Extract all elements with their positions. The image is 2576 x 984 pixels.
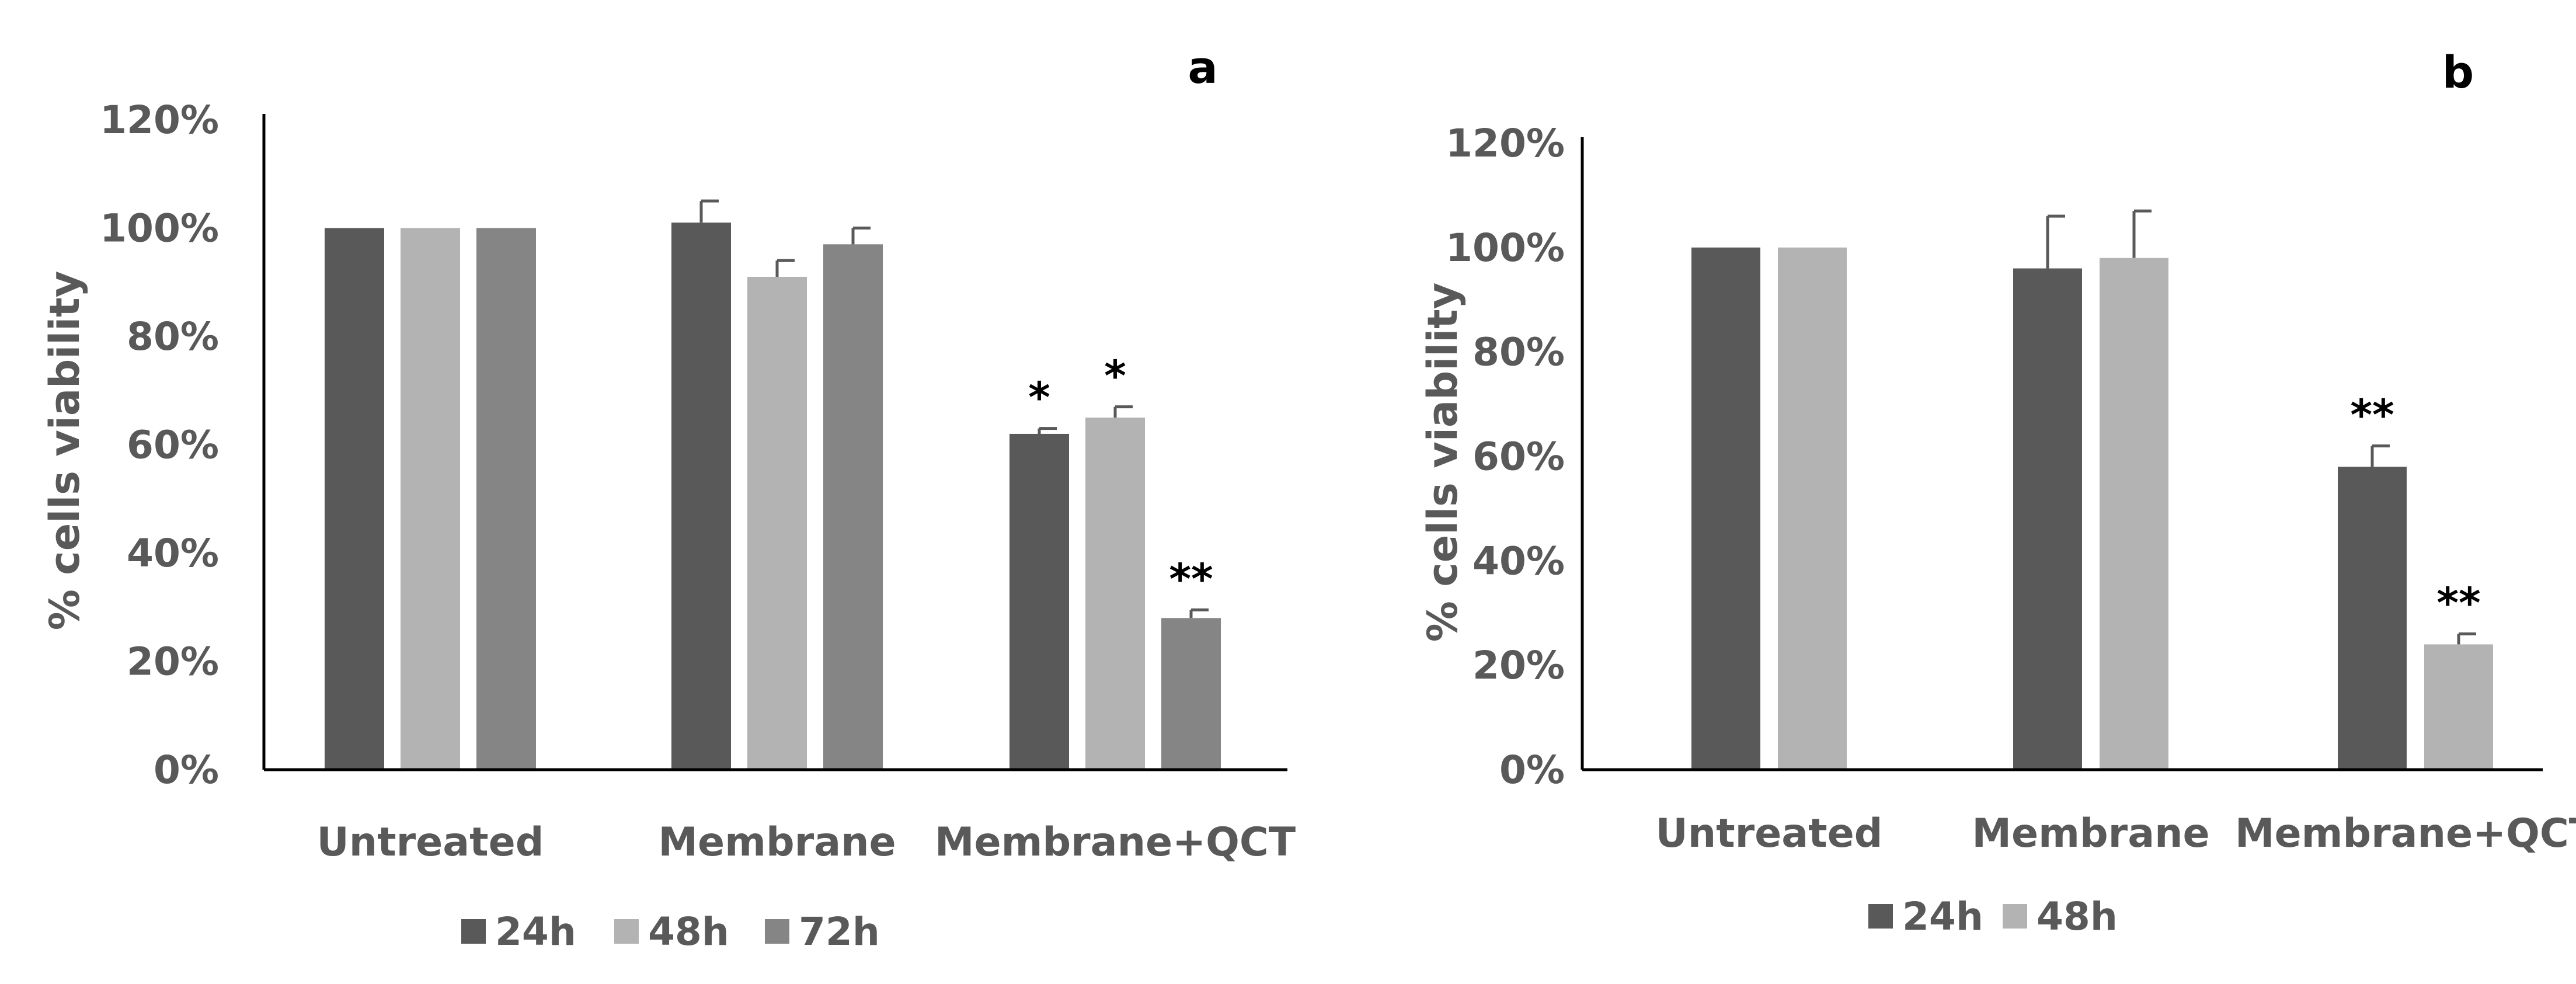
panel-a-bar-48h-membrane: [747, 276, 807, 770]
panel-a-legend-swatch-24h: [461, 919, 486, 944]
panel-b-y-axis-title: % cells viability: [1419, 283, 1467, 642]
panel-b-category-label: Untreated: [1656, 811, 1883, 857]
panel-a-bar-72h-untreated: [476, 228, 536, 770]
panel-b-bar-48h-membrane-qct: [2424, 644, 2493, 770]
panel-b-y-tick-label: 100%: [1446, 225, 1565, 270]
panel-b-y-tick-label: 60%: [1473, 434, 1565, 479]
panel-a-error-bar-24h-1: [699, 199, 719, 223]
panel-a-label: a: [1188, 41, 1217, 93]
panel-b-y-tick-label: 40%: [1473, 538, 1565, 583]
panel-a-significance-marker: **: [1169, 554, 1213, 603]
panel-b-significance-marker: **: [2350, 391, 2394, 440]
panel-a-significance-marker: *: [1028, 373, 1050, 422]
panel-a-y-tick-label: 40%: [127, 531, 219, 576]
panel-a-legend-label-72h: 72h: [799, 909, 880, 954]
panel-a-legend-swatch-48h: [614, 919, 639, 944]
panel-a-chart: 0% 20% 40% 60% 80% 100% 120% % cells viability a…: [41, 41, 1296, 954]
panel-a-error-bar-24h-2: [1038, 427, 1057, 434]
panel-b-bar-48h-untreated: [1778, 247, 1847, 770]
panel-b-error-bar-24h-2: [2370, 444, 2390, 467]
panel-a-category-label: Membrane+QCT: [935, 819, 1296, 865]
panel-b-y-tick-label: 80%: [1473, 330, 1565, 375]
panel-b-chart: 0% 20% 40% 60% 80% 100% 120% % cells viability b…: [1419, 46, 2576, 939]
panel-b-error-bar-48h-1: [2132, 209, 2152, 258]
panel-a-error-bar-48h-2: [1113, 405, 1133, 418]
panel-b-error-bar-48h-2: [2457, 632, 2476, 645]
panel-a-y-tick-label: 0%: [154, 747, 219, 792]
panel-a-y-tick-label: 60%: [127, 423, 219, 468]
panel-a-y-tick-label: 100%: [100, 206, 219, 251]
panel-a-bar-72h-membrane-qct: [1161, 618, 1221, 770]
panel-b-legend-swatch-24h: [1868, 904, 1893, 929]
panel-a-y-tick-label: 20%: [127, 639, 219, 684]
panel-a-legend-label-48h: 48h: [648, 909, 729, 954]
panel-b-legend-label-48h: 48h: [2037, 894, 2118, 939]
panel-b-y-tick-label: 20%: [1473, 643, 1565, 688]
panel-b-legend-label-24h: 24h: [1902, 894, 1983, 939]
panel-b-category-label: Membrane+QCT: [2235, 811, 2576, 857]
panel-a-y-tick-label: 80%: [127, 314, 219, 359]
panel-a-category-label: Untreated: [317, 819, 544, 865]
panel-a-bar-48h-membrane-qct: [1085, 418, 1145, 770]
panel-a-error-bar-72h-2: [1189, 608, 1209, 618]
panel-b-legend-swatch-48h: [2003, 904, 2027, 929]
panel-b-label: b: [2442, 46, 2474, 98]
panel-a-bar-48h-untreated: [401, 228, 460, 770]
panel-b-bar-24h-untreated: [1691, 247, 1760, 770]
panel-b-y-tick-label: 120%: [1446, 121, 1565, 166]
panel-a-bar-24h-membrane: [671, 222, 731, 770]
panel-b-category-label: Membrane: [1972, 811, 2209, 857]
panel-b-significance-marker: **: [2436, 579, 2480, 628]
panel-b-bar-48h-membrane: [2100, 258, 2168, 770]
panel-a-legend-swatch-72h: [765, 919, 789, 944]
panel-a-category-label: Membrane: [658, 819, 896, 865]
panel-a-error-bar-72h-1: [851, 227, 871, 245]
panel-b-bar-24h-membrane-qct: [2338, 467, 2407, 770]
panel-b-error-bar-24h-1: [2046, 214, 2065, 269]
panel-a-legend-label-24h: 24h: [495, 909, 576, 954]
panel-a-y-axis-title: % cells viability: [41, 271, 89, 631]
panel-a-error-bar-48h-1: [775, 259, 795, 277]
panel-a-bar-24h-membrane-qct: [1009, 433, 1069, 770]
panel-a-bar-72h-membrane: [823, 244, 883, 770]
panel-b-bar-24h-membrane: [2013, 268, 2082, 770]
panel-a-bar-24h-untreated: [325, 228, 384, 770]
panel-b-y-tick-label: 0%: [1499, 747, 1565, 792]
panel-a-significance-marker: *: [1104, 352, 1126, 401]
panel-a-y-tick-label: 120%: [100, 98, 219, 142]
